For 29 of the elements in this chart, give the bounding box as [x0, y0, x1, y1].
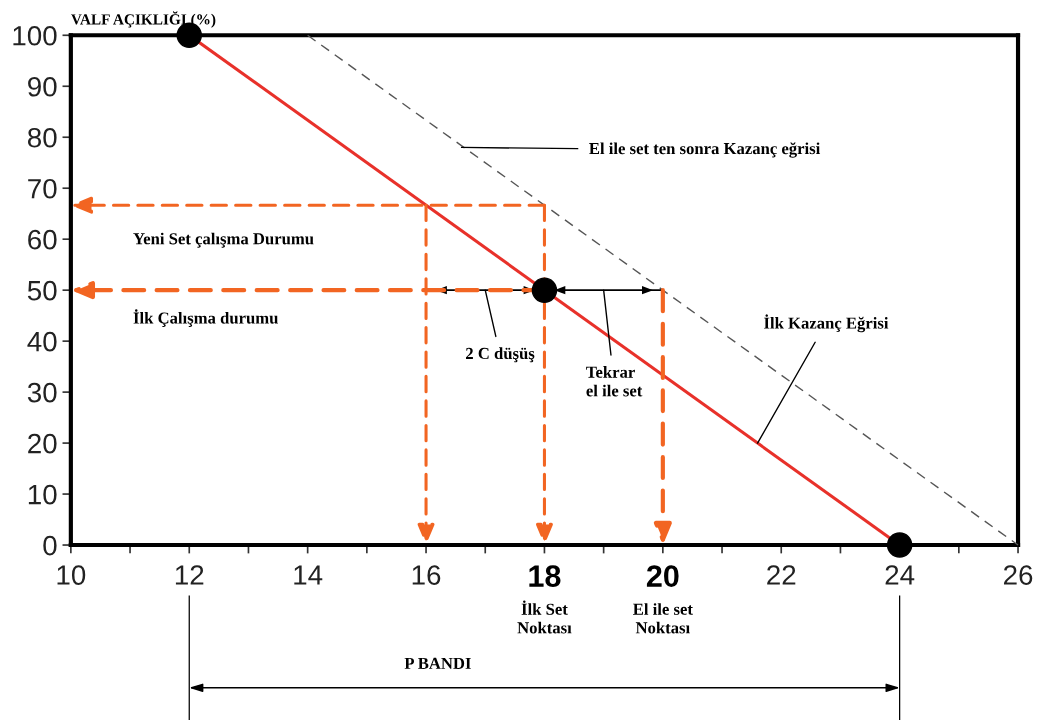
- x-tick-label: 20: [646, 565, 679, 587]
- annotation: Tekrar el ile set: [586, 366, 643, 397]
- text: İlk Set Noktası: [517, 600, 572, 634]
- x-tick-label: 16: [412, 565, 441, 585]
- annotation: İlk Kazanç Eğrisi: [764, 314, 889, 333]
- y-tick-label: 100: [13, 25, 57, 46]
- y-tick-label: 50: [27, 280, 57, 301]
- y-tick-label: 10: [28, 484, 57, 505]
- text: El ile set Noktası: [633, 603, 693, 634]
- y-tick-label: 60: [28, 229, 57, 250]
- x-tick-label: 10: [57, 565, 86, 585]
- y-tick-label: 70: [28, 178, 57, 199]
- x-tick-label: 22: [767, 565, 796, 585]
- y-tick-label: 20: [28, 433, 57, 454]
- x-tick-label: 26: [1003, 565, 1033, 585]
- annotation: 2 C düşüş: [466, 347, 535, 363]
- y-tick-label: 30: [27, 382, 57, 403]
- x-tick-label: 12: [175, 565, 204, 585]
- text: P BANDI: [404, 657, 471, 669]
- y-tick-label: 0: [43, 535, 57, 556]
- annotation: İlk Çalışma durumu: [133, 309, 278, 327]
- x-tick-label: 24: [885, 565, 915, 585]
- annotation: Yeni Set çalışma Durumu: [133, 232, 314, 248]
- x-tick-label: 14: [294, 565, 323, 585]
- annotation: El ile set ten sonra Kazanç eğrisi: [589, 142, 821, 158]
- y-tick-label: 90: [28, 76, 57, 97]
- y-tick-label: 40: [27, 331, 57, 352]
- x-tick-label: 18: [529, 565, 561, 587]
- y-tick-label: 80: [27, 127, 57, 148]
